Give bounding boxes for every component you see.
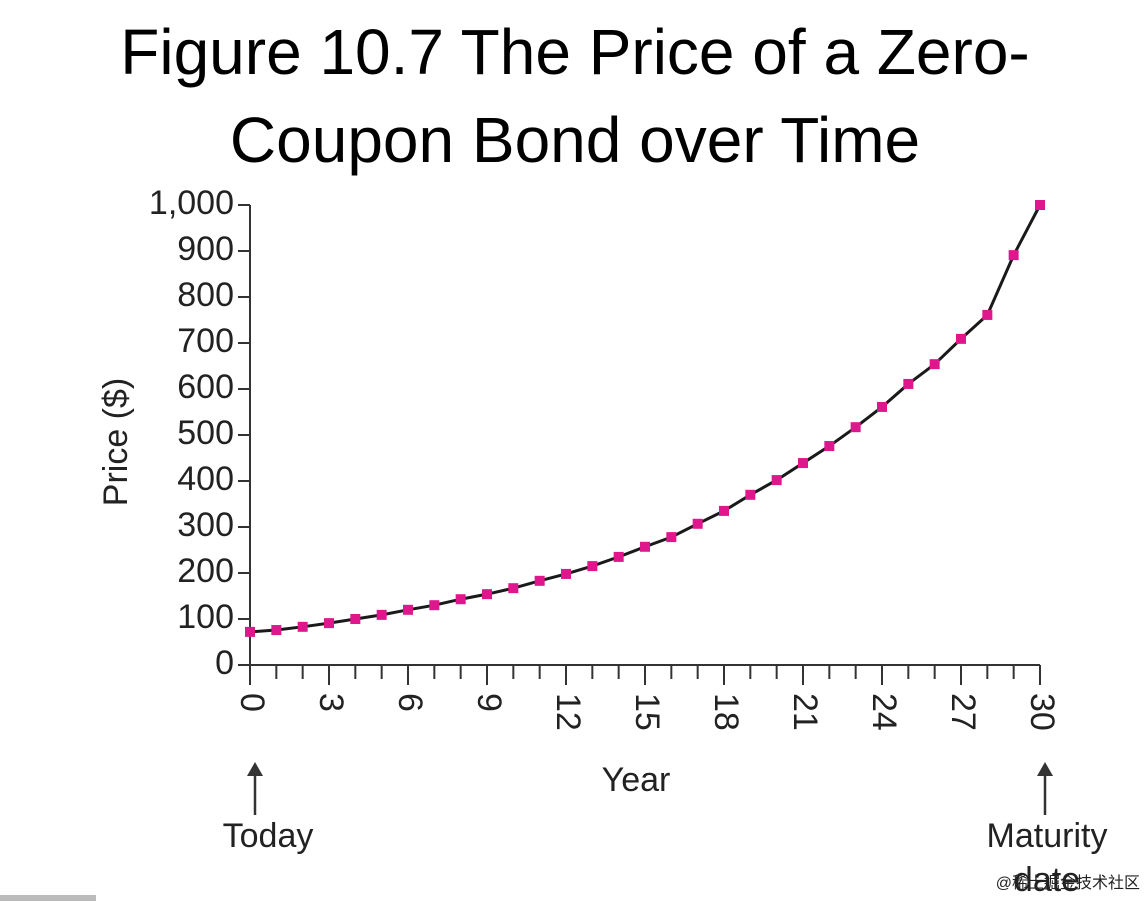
data-point <box>877 401 887 412</box>
data-point <box>245 626 255 637</box>
data-point <box>719 505 729 516</box>
data-point <box>587 561 598 572</box>
data-point <box>561 568 571 579</box>
watermark: @稀土掘金技术社区 <box>996 874 1140 892</box>
data-point <box>508 583 519 594</box>
data-point <box>956 333 966 344</box>
x-tick-label: 21 <box>786 693 824 731</box>
data-point <box>771 475 782 486</box>
data-point <box>798 458 808 469</box>
data-point <box>745 489 756 500</box>
data-point <box>666 532 677 543</box>
x-tick-label: 18 <box>707 693 745 731</box>
data-point <box>850 422 861 433</box>
arrow-head <box>1037 762 1053 776</box>
y-tick-label: 400 <box>177 460 234 498</box>
x-tick-label: 9 <box>470 693 508 712</box>
x-tick-label: 3 <box>312 693 350 712</box>
data-point <box>350 614 361 624</box>
data-point <box>324 618 334 629</box>
y-tick-label: 300 <box>177 506 234 544</box>
data-point <box>376 609 387 620</box>
data-point <box>613 551 624 562</box>
data-point <box>271 625 282 636</box>
x-tick-label: 0 <box>233 693 271 712</box>
y-tick-label: 800 <box>177 276 234 314</box>
y-tick-label: 1,000 <box>149 184 234 222</box>
data-point <box>482 589 492 600</box>
x-tick-label: 15 <box>628 693 666 731</box>
y-tick-label: 500 <box>177 414 234 452</box>
data-point <box>929 359 940 370</box>
data-point <box>824 441 835 452</box>
chart-title: Figure 10.7 The Price of a Zero-Coupon B… <box>120 16 1030 176</box>
y-tick-label: 600 <box>177 368 234 406</box>
price-line <box>249 204 1042 634</box>
data-point <box>1035 200 1045 210</box>
data-point <box>982 309 993 320</box>
data-point <box>455 594 466 605</box>
data-point <box>903 378 914 389</box>
y-tick-label: 100 <box>177 598 234 636</box>
y-tick-label: 200 <box>177 552 234 590</box>
x-tick-label: 30 <box>1023 693 1061 731</box>
annotation: Today <box>222 817 314 855</box>
data-point <box>692 518 703 529</box>
arrow-head <box>247 762 263 776</box>
x-tick-label: 27 <box>944 693 982 731</box>
data-point <box>297 621 308 632</box>
y-axis-label: Price ($) <box>97 378 135 506</box>
scroll-bar <box>0 895 96 901</box>
x-tick-label: 12 <box>549 693 587 731</box>
y-tick-label: 900 <box>177 230 234 268</box>
data-point <box>640 541 650 552</box>
x-tick-label: 24 <box>865 693 903 731</box>
data-point <box>534 575 545 586</box>
x-tick-label: 6 <box>391 693 429 712</box>
data-point <box>429 600 440 611</box>
y-tick-label: 700 <box>177 322 234 360</box>
data-point <box>1008 250 1019 261</box>
y-tick-label: 0 <box>215 644 234 682</box>
annotation: Maturity date <box>986 817 1108 899</box>
data-point <box>403 604 413 615</box>
x-axis-label: Year <box>602 761 671 799</box>
